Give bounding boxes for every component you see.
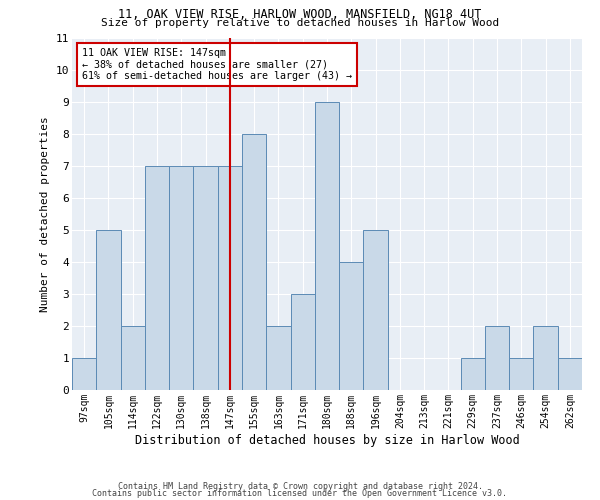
Text: Size of property relative to detached houses in Harlow Wood: Size of property relative to detached ho… [101,18,499,28]
Bar [218,166,242,390]
Bar [193,166,218,390]
Bar [266,326,290,390]
Text: 11 OAK VIEW RISE: 147sqm
← 38% of detached houses are smaller (27)
61% of semi-d: 11 OAK VIEW RISE: 147sqm ← 38% of detach… [82,48,352,82]
Bar [72,358,96,390]
Bar [121,326,145,390]
Bar [169,166,193,390]
Bar [558,358,582,390]
Text: Contains HM Land Registry data © Crown copyright and database right 2024.: Contains HM Land Registry data © Crown c… [118,482,482,491]
Bar [485,326,509,390]
Bar [339,262,364,390]
Bar [509,358,533,390]
Bar [290,294,315,390]
Bar [145,166,169,390]
Text: 11, OAK VIEW RISE, HARLOW WOOD, MANSFIELD, NG18 4UT: 11, OAK VIEW RISE, HARLOW WOOD, MANSFIEL… [118,8,482,20]
Bar [461,358,485,390]
Bar [242,134,266,390]
Text: Contains public sector information licensed under the Open Government Licence v3: Contains public sector information licen… [92,490,508,498]
Bar [315,102,339,390]
Bar [96,230,121,390]
Bar [364,230,388,390]
Y-axis label: Number of detached properties: Number of detached properties [40,116,50,312]
Bar [533,326,558,390]
X-axis label: Distribution of detached houses by size in Harlow Wood: Distribution of detached houses by size … [134,434,520,446]
